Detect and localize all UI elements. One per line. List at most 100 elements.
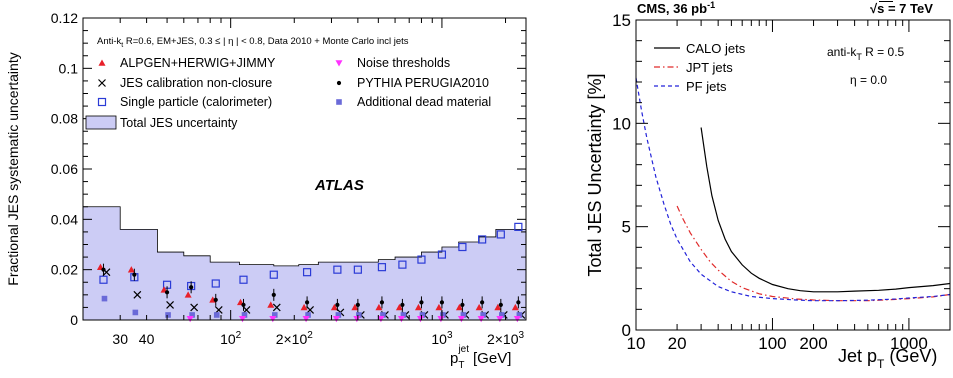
data-point	[166, 300, 174, 309]
y-axis-ticks-cms: 0 5 10 15	[612, 11, 950, 340]
data-point	[414, 303, 422, 311]
y-tick-label: 0	[622, 321, 631, 340]
data-point	[335, 302, 340, 307]
data-point	[353, 265, 362, 274]
data-point	[332, 315, 340, 323]
data-point	[514, 222, 523, 231]
data-point	[305, 312, 311, 318]
data-point	[127, 266, 135, 273]
data-point	[351, 303, 359, 311]
total-band-area	[82, 206, 527, 321]
legend-marker	[98, 59, 106, 66]
data-point	[355, 302, 360, 307]
data-point	[419, 312, 426, 318]
y-tick-label: 0.1	[59, 60, 79, 76]
y-tick-label: 15	[612, 11, 631, 30]
data-point	[516, 300, 521, 305]
y-tick-label: 0.04	[51, 211, 78, 227]
data-point	[165, 312, 171, 318]
legend-label: JPT jets	[686, 60, 733, 75]
y-tick-label: 0.08	[51, 111, 78, 127]
data-point	[271, 312, 278, 318]
data-point	[437, 250, 447, 259]
data-point	[511, 303, 519, 311]
data-point	[458, 242, 467, 252]
data-point	[377, 263, 387, 272]
legend-label: ALPGEN+HERWIG+JIMMY	[120, 56, 276, 70]
legend-label: PF jets	[686, 79, 727, 94]
data-point	[164, 290, 170, 295]
data-point	[439, 300, 445, 305]
plot-frame-cms	[635, 19, 951, 331]
data-point	[101, 267, 106, 272]
data-point	[498, 302, 503, 307]
atlas-label: ATLAS	[314, 177, 364, 194]
y-tick-label: 10	[612, 114, 631, 133]
series-line	[676, 205, 951, 302]
data-point	[478, 235, 487, 244]
legend-cms: CALO jets JPT jets PF jets	[654, 41, 746, 94]
data-point	[435, 303, 443, 311]
data-point	[333, 265, 342, 274]
data-point	[496, 230, 505, 239]
eta-annotation: η = 0.0	[850, 73, 887, 87]
data-point	[99, 275, 108, 284]
legend: ALPGEN+HERWIG+JIMMY Noise thresholds JES c…	[85, 56, 491, 130]
data-point	[304, 300, 310, 305]
legend-label: CALO jets	[686, 41, 746, 56]
uncertainty-curves	[635, 77, 951, 302]
data-point	[239, 275, 248, 284]
data-point	[356, 312, 362, 318]
legend-marker	[336, 99, 342, 105]
data-point	[379, 300, 385, 305]
data-point	[132, 309, 139, 316]
data-point	[271, 292, 276, 297]
data-point	[375, 303, 383, 311]
data-point	[499, 312, 505, 318]
data-point	[101, 295, 108, 302]
legend-marker	[97, 97, 107, 107]
x-tick-label: 10	[627, 334, 646, 353]
x-tick-label: 30	[112, 331, 128, 347]
data-point	[400, 302, 405, 307]
data-point	[513, 315, 521, 323]
data-point	[457, 315, 465, 323]
data-point	[189, 285, 194, 290]
data-point	[133, 290, 142, 299]
data-point	[211, 279, 220, 288]
data-point	[267, 301, 275, 308]
data-point	[132, 272, 137, 277]
x-tick-label: 2×102	[276, 330, 314, 347]
y-tick-label: 0.06	[51, 161, 78, 177]
data-point	[395, 303, 403, 311]
data-point	[480, 300, 485, 305]
x-tick-label: 103	[431, 330, 453, 347]
data-point	[477, 315, 485, 323]
legend-label: JES calibration non-closure	[120, 76, 272, 90]
data-point	[437, 315, 445, 323]
data-point	[460, 312, 467, 318]
energy-title: √s = 7 TeV	[870, 1, 933, 16]
data-point	[400, 312, 407, 318]
x-tick-label: 100	[758, 334, 786, 353]
data-point	[455, 303, 463, 311]
y-tick-label: 0.12	[51, 10, 78, 26]
data-point	[241, 302, 246, 307]
data-point	[398, 260, 407, 269]
data-point	[377, 315, 385, 323]
y-axis-ticks: 0 0.02 0.04 0.06 0.08 0.1 0.12	[51, 10, 526, 328]
legend-label: Single particle (calorimeter)	[120, 95, 272, 109]
x-axis-label: pTjet[GeV]	[450, 344, 511, 371]
series-line	[700, 127, 951, 293]
data-point	[353, 315, 361, 323]
data-point	[475, 303, 483, 311]
data-point	[302, 315, 310, 323]
legend-marker	[336, 80, 342, 86]
x-tick-label: 40	[139, 331, 155, 347]
data-point	[300, 303, 308, 311]
legend-label: Noise thresholds	[357, 56, 450, 70]
data-point	[496, 315, 504, 323]
legend-marker	[335, 60, 343, 67]
atlas-jes-chart: 0 0.02 0.04 0.06 0.08 0.1 0.12 30 40 102 2×102 103…	[5, 10, 527, 371]
